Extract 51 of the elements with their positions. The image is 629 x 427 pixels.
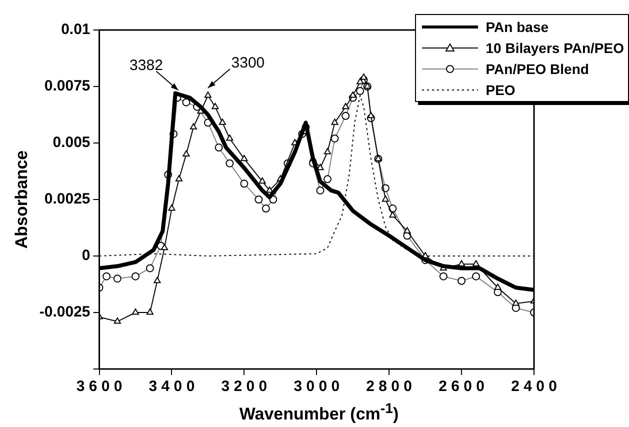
- annotation: 3300: [231, 54, 265, 72]
- point: [212, 102, 219, 110]
- legend-label: 10 Bilayers PAn/PEO: [486, 40, 624, 56]
- point: [132, 308, 140, 315]
- legend-label: PAn base: [486, 18, 549, 34]
- legend-label: PAn/PEO Blend: [486, 60, 589, 76]
- point: [190, 123, 197, 130]
- point: [114, 318, 121, 324]
- point: [367, 112, 375, 118]
- y-tick-label: 0.01: [61, 21, 90, 38]
- y-tick-label: 0: [82, 247, 90, 264]
- point: [356, 78, 364, 84]
- y-tick-label: -0.0025: [39, 304, 90, 321]
- y-axis-title: Absorbance: [12, 150, 31, 249]
- point: [389, 211, 396, 218]
- point: [240, 154, 248, 162]
- point: [218, 118, 226, 125]
- x-tick-label: 2 6 0 0: [438, 378, 484, 396]
- point: [182, 150, 190, 157]
- x-tick-label: 2 4 0 0: [511, 378, 557, 396]
- annotation: 3382: [130, 56, 163, 74]
- x-tick-label: 2 8 0 0: [366, 378, 412, 396]
- point: [494, 284, 502, 290]
- x-axis-title: Wavenumber (cm$^{-1}$): [238, 401, 400, 425]
- point: [175, 175, 183, 182]
- point: [168, 204, 176, 211]
- point: [458, 260, 466, 266]
- y-tick-label: 0.005: [52, 134, 90, 152]
- x-tick-label: 3 2 0 0: [221, 378, 268, 396]
- point: [382, 196, 389, 202]
- x-tick-label: 3 4 0 0: [148, 378, 195, 396]
- point: [160, 244, 168, 250]
- y-tick-label: 0.0075: [44, 78, 90, 95]
- point: [146, 308, 154, 315]
- point: [204, 92, 212, 98]
- point: [331, 118, 338, 125]
- point: [404, 227, 411, 234]
- x-tick-label: 3 6 0 0: [76, 378, 122, 396]
- point: [154, 276, 161, 284]
- x-tick-label: 3 0 0 0: [294, 378, 340, 396]
- point: [512, 299, 520, 306]
- legend-label: PEO: [486, 82, 516, 98]
- y-tick-label: 0.0025: [44, 190, 90, 208]
- point: [360, 73, 368, 80]
- point: [349, 92, 356, 98]
- point: [316, 164, 324, 170]
- point: [226, 134, 234, 141]
- point: [342, 102, 350, 110]
- point: [258, 177, 266, 184]
- point: [472, 260, 480, 266]
- point: [324, 148, 332, 154]
